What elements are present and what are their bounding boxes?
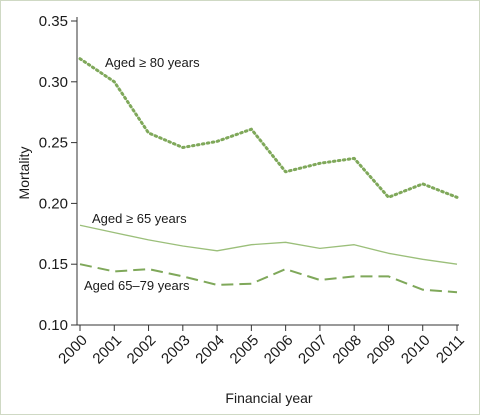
x-tick-label: 2008 [329, 332, 365, 368]
x-tick-label: 2011 [433, 332, 468, 367]
x-axis-ticks: 2000200120022003200420052006200720082009… [55, 325, 468, 367]
series-label: Aged ≥ 80 years [105, 55, 200, 70]
x-tick-label: 2009 [364, 332, 400, 368]
x-tick-label: 2010 [398, 332, 434, 368]
y-tick-label: 0.20 [39, 195, 68, 212]
y-tick-label: 0.30 [39, 74, 68, 91]
x-tick-label: 2002 [124, 332, 160, 368]
y-tick-label: 0.15 [39, 256, 68, 273]
x-tick-label: 2004 [192, 332, 228, 368]
series-layer [78, 57, 459, 294]
x-tick-label: 2007 [295, 332, 331, 368]
x-tick-label: 2001 [89, 332, 125, 368]
y-tick-label: 0.35 [39, 13, 68, 30]
series-label: Aged 65–79 years [84, 278, 190, 293]
y-axis-title: Mortality [16, 147, 32, 200]
series-line-solid [79, 224, 458, 265]
y-axis-ticks: 0.10 0.15 0.20 0.25 0.30 0.35 [39, 13, 77, 334]
x-axis-title: Financial year [225, 390, 312, 406]
x-tick-label: 2003 [158, 332, 194, 368]
series-label: Aged ≥ 65 years [92, 211, 187, 226]
y-tick-label: 0.25 [39, 135, 68, 152]
series-line-dashed [79, 263, 458, 294]
x-tick-label: 2000 [55, 332, 91, 368]
x-tick-label: 2006 [261, 332, 297, 368]
series-line-dotted [78, 57, 459, 199]
series-labels: Aged ≥ 80 years Aged ≥ 65 years Aged 65–79… [84, 55, 200, 293]
y-tick-label: 0.10 [39, 317, 68, 334]
x-tick-label: 2005 [227, 332, 263, 368]
